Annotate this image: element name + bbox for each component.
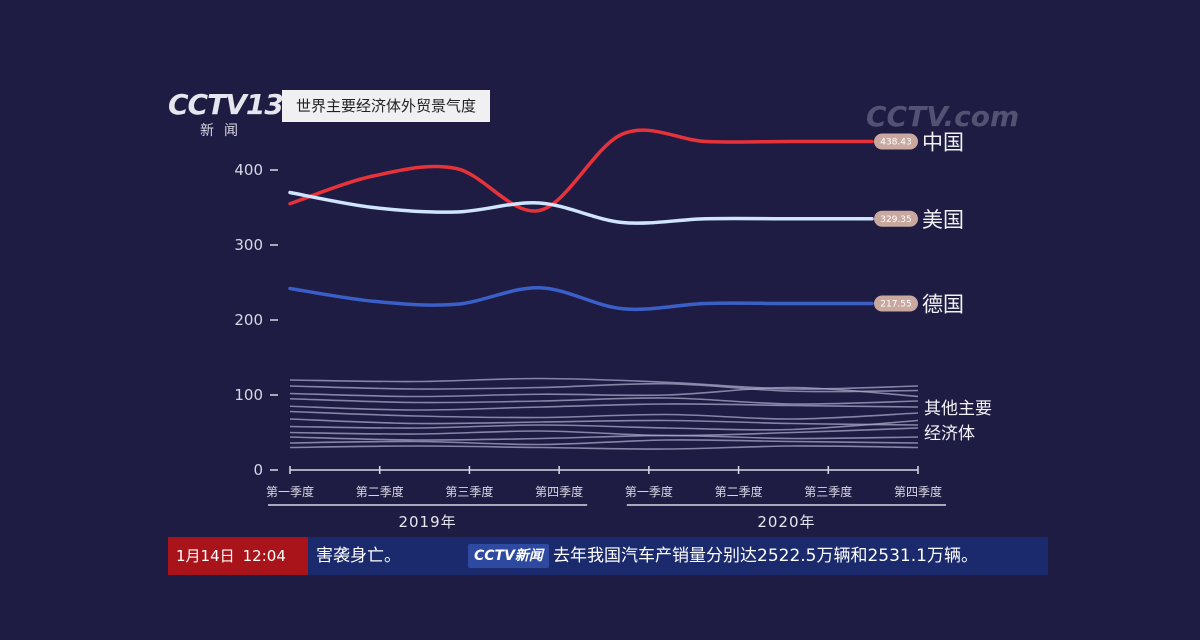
ticker-date: 1月14日 — [176, 547, 235, 565]
other-economy-line — [289, 386, 919, 398]
cctv-news-logo: CCTV新闻 — [468, 544, 549, 568]
series-line — [288, 285, 874, 312]
year-group-label: 2019年 — [398, 513, 456, 531]
end-value-label: 217.55 — [880, 300, 912, 310]
series-name-label: 中国 — [922, 131, 964, 155]
y-tick-label: 100 — [234, 386, 263, 404]
x-tick-label: 第一季度 — [266, 484, 314, 499]
other-economies-lines — [289, 377, 919, 450]
cctv-news-sublabel: 新闻 — [200, 123, 248, 139]
ticker-datetime: 1月14日 12:04 — [168, 537, 308, 575]
y-tick-label: 0 — [253, 461, 263, 479]
ticker-headline: 去年我国汽车产销量分别达2522.5万辆和2531.1万辆。 — [553, 546, 978, 566]
x-tick-label: 第三季度 — [804, 484, 852, 499]
chart-title: 世界主要经济体外贸景气度 — [282, 90, 491, 122]
other-economy-line — [289, 418, 919, 426]
other-economy-line — [289, 397, 919, 405]
x-tick-label: 第三季度 — [445, 484, 493, 499]
other-economy-line — [289, 377, 919, 390]
end-value-badge — [874, 295, 918, 312]
other-economy-line — [289, 445, 919, 450]
y-tick-label: 400 — [234, 161, 263, 179]
x-tick-label: 第四季度 — [535, 484, 583, 499]
end-value-label: 329.35 — [880, 215, 912, 225]
y-tick-label: 200 — [234, 311, 263, 329]
year-group-label: 2020年 — [757, 513, 815, 531]
other-economy-line — [289, 410, 919, 420]
main-series-lines — [288, 128, 874, 312]
end-value-badge — [874, 210, 918, 227]
other-economy-line — [289, 439, 919, 446]
x-tick-label: 第一季度 — [625, 484, 673, 499]
other-economy-line — [289, 403, 919, 411]
others-label: 其他主要 — [924, 399, 992, 419]
series-name-label: 美国 — [922, 208, 964, 232]
y-axis: 0 100 200 300 400 — [234, 161, 278, 479]
x-tick-label: 第四季度 — [894, 484, 942, 499]
x-axis: 第一季度 第二季度 第三季度 第四季度 第一季度 第二季度 第三季度 第四季度 2019年 202… — [266, 466, 946, 531]
news-ticker: 1月14日 12:04 害袭身亡。 CCTV新闻 去年我国汽车产销量分别达2522… — [168, 537, 1048, 575]
other-economy-line — [289, 427, 919, 437]
other-economy-line — [289, 419, 919, 431]
x-tick-label: 第二季度 — [715, 484, 763, 499]
cctv-watermark: CCTV.com — [866, 100, 1020, 133]
ticker-previous-text: 害袭身亡。 — [316, 546, 401, 566]
cctv13-logo: CCTV13 — [168, 88, 284, 121]
others-label: 经济体 — [924, 424, 975, 444]
series-line — [288, 190, 874, 225]
other-economy-line — [289, 382, 919, 393]
other-economy-line — [289, 434, 919, 441]
series-name-label: 德国 — [922, 293, 964, 317]
end-value-badge — [874, 133, 918, 150]
x-tick-label: 第二季度 — [356, 484, 404, 499]
end-value-label: 438.43 — [880, 138, 912, 148]
series-line — [288, 128, 874, 213]
y-tick-label: 300 — [234, 236, 263, 254]
ticker-time: 12:04 — [242, 547, 286, 565]
